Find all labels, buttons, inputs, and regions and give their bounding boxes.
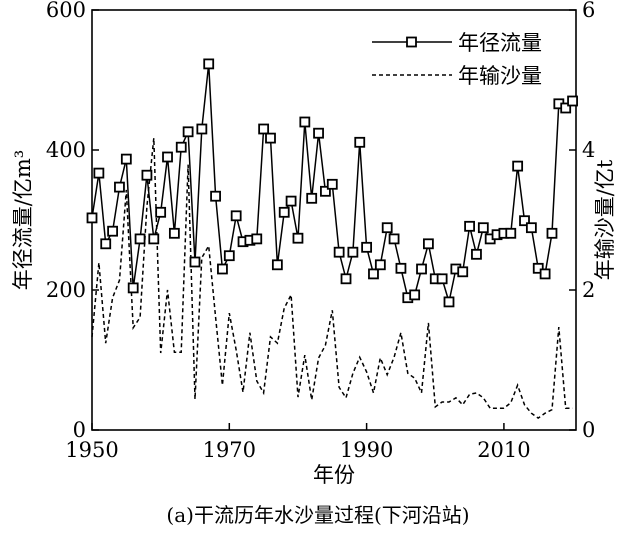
runoff-point — [182, 126, 194, 138]
runoff-point — [354, 136, 366, 148]
runoff-point — [567, 95, 578, 107]
runoff-point — [361, 241, 373, 253]
runoff-point — [127, 282, 139, 294]
runoff-point — [217, 263, 228, 275]
runoff-point — [374, 259, 386, 271]
runoff-point — [416, 263, 427, 275]
y-right-tick-label: 2 — [582, 278, 595, 302]
runoff-point — [340, 273, 352, 285]
y-right-tick-label: 6 — [582, 0, 595, 22]
runoff-point — [148, 233, 160, 245]
runoff-point — [107, 225, 118, 237]
runoff-point — [162, 151, 173, 163]
runoff-point — [251, 233, 263, 245]
y-left-tick-label: 0 — [73, 418, 86, 442]
runoff-point — [203, 58, 215, 70]
runoff-point — [93, 167, 105, 179]
runoff-point — [265, 132, 276, 144]
runoff-point — [292, 232, 304, 244]
figure-caption: (a)干流历年水沙量过程(下河沿站) — [166, 503, 469, 527]
x-tick-label: 2010 — [477, 438, 530, 462]
x-tick-label: 1950 — [65, 438, 118, 462]
runoff-point — [210, 190, 221, 202]
legend-runoff-label: 年径流量 — [458, 31, 542, 55]
runoff-point — [175, 141, 187, 153]
runoff-point — [278, 206, 290, 218]
runoff-point — [86, 212, 98, 224]
runoff-point — [141, 169, 153, 181]
x-axis-label: 年份 — [313, 463, 355, 487]
y-axis-right-label: 年输沙量/亿t — [593, 159, 617, 280]
legend: 年径流量 年输沙量 — [372, 31, 542, 88]
runoff-point — [333, 246, 345, 258]
runoff-point — [189, 256, 201, 268]
runoff-point — [223, 250, 235, 262]
runoff-point — [100, 238, 112, 250]
runoff-point — [230, 210, 242, 222]
runoff-point — [395, 262, 407, 274]
runoff-point — [539, 268, 551, 280]
runoff-point — [436, 273, 448, 285]
y-right-tick-label: 0 — [582, 418, 595, 442]
runoff-point — [422, 238, 434, 250]
y-right-tick-label: 4 — [582, 138, 595, 162]
runoff-point — [443, 296, 455, 308]
runoff-point — [320, 185, 331, 197]
runoff-point — [381, 222, 393, 234]
runoff-point — [457, 266, 469, 278]
runoff-point — [120, 153, 132, 165]
runoff-point — [368, 268, 379, 280]
runoff-point — [299, 116, 311, 128]
legend-sediment-label: 年输沙量 — [458, 64, 542, 88]
runoff-point — [464, 220, 475, 232]
runoff-point — [546, 227, 558, 239]
x-tick-label: 1990 — [340, 438, 393, 462]
runoff-point — [271, 259, 283, 271]
runoff-point — [347, 246, 359, 258]
runoff-point — [306, 192, 318, 204]
runoff-point — [560, 102, 572, 114]
runoff-point — [313, 127, 324, 139]
runoff-point — [388, 233, 400, 245]
runoff-point — [532, 262, 544, 274]
runoff-point — [409, 289, 421, 301]
runoff-point — [258, 123, 270, 135]
runoff-point — [471, 248, 482, 260]
y-left-tick-label: 400 — [46, 138, 86, 162]
sediment-series-line — [91, 138, 573, 420]
runoff-point — [519, 215, 530, 227]
runoff-point — [155, 206, 167, 218]
runoff-point — [525, 222, 537, 234]
y-axis-left-label: 年径流量/亿m³ — [11, 150, 35, 290]
runoff-point — [512, 160, 524, 172]
runoff-point — [196, 123, 208, 135]
x-tick-label: 1970 — [203, 438, 256, 462]
legend-runoff-marker — [406, 36, 417, 48]
runoff-point — [505, 227, 517, 239]
runoff-point — [326, 178, 338, 190]
runoff-point — [168, 227, 180, 239]
y-left-tick-label: 600 — [46, 0, 86, 22]
runoff-point — [477, 222, 489, 234]
runoff-point — [134, 233, 146, 245]
runoff-point — [114, 181, 125, 193]
y-left-tick-label: 200 — [46, 278, 86, 302]
runoff-point — [285, 195, 297, 207]
